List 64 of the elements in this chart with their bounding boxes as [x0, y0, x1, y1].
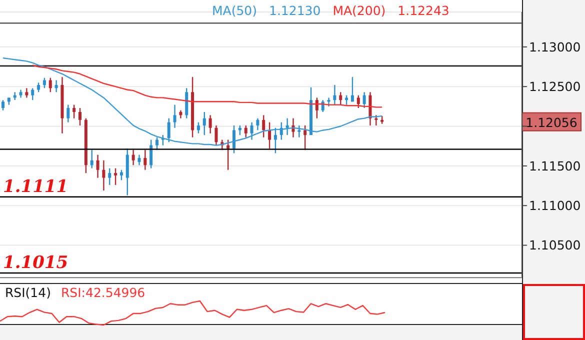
y-tick-label: 1.11000	[529, 198, 581, 214]
candlestick	[31, 88, 34, 101]
candlestick	[173, 104, 176, 128]
candlestick	[120, 169, 123, 181]
candlestick	[150, 139, 153, 169]
candlestick	[90, 149, 94, 169]
candlestick	[167, 118, 170, 143]
candlestick	[96, 154, 100, 178]
text: RSI:42.54996	[60, 285, 146, 300]
y-tick-label: 1.11500	[529, 158, 581, 174]
candlestick	[262, 114, 266, 138]
candlestick	[268, 122, 272, 150]
candlestick	[66, 104, 70, 123]
candlestick	[345, 94, 348, 106]
candlestick	[72, 104, 76, 119]
candlestick	[144, 149, 147, 170]
candlestick	[108, 168, 112, 186]
candlestick	[304, 124, 307, 151]
candlestick	[356, 94, 360, 109]
candlestick	[214, 124, 218, 146]
text: MA(200)	[332, 3, 386, 18]
candlestick	[350, 76, 354, 102]
text: MA(50)	[212, 3, 257, 18]
candlestick	[102, 160, 106, 192]
candlestick	[368, 92, 372, 126]
text: 1.12056	[526, 114, 578, 130]
text: 1.12243	[398, 3, 450, 18]
chart-title: RSI(14)	[5, 285, 51, 300]
candlestick	[132, 149, 135, 166]
candlestick	[48, 77, 52, 93]
candlestick	[202, 111, 206, 136]
candlestick	[250, 122, 254, 140]
candlestick	[37, 82, 40, 93]
candlestick	[114, 168, 118, 186]
candlestick	[244, 124, 248, 138]
candlestick	[226, 139, 230, 170]
y-tick-label: 1.10500	[529, 238, 581, 253]
candlestick	[42, 77, 46, 89]
annotation: 1.12130	[269, 3, 321, 18]
candlestick	[208, 114, 212, 134]
candlestick	[274, 127, 277, 154]
candlestick	[333, 84, 336, 106]
ref-line-label: 1.1015	[3, 253, 68, 274]
candlestick	[25, 88, 28, 98]
y-tick-label: 1.12500	[529, 79, 581, 94]
candlestick	[374, 114, 378, 126]
candlestick	[138, 154, 141, 166]
candlestick	[126, 148, 129, 196]
candlestick	[196, 122, 200, 134]
candlestick	[54, 80, 58, 93]
candlestick	[339, 92, 342, 106]
y-tick-label: 1.13000	[529, 39, 581, 54]
candlestick	[321, 99, 324, 113]
candlestick	[232, 124, 236, 154]
candlestick	[156, 136, 158, 151]
candlestick	[256, 118, 260, 131]
candlestick	[2, 99, 4, 111]
candlestick	[315, 97, 318, 119]
candlestick	[78, 107, 82, 126]
candlestick	[286, 118, 289, 136]
candlestick	[298, 124, 301, 138]
ref-line-label: 1.1111	[3, 176, 68, 197]
candlestick	[362, 92, 366, 109]
candlestick	[185, 88, 188, 119]
